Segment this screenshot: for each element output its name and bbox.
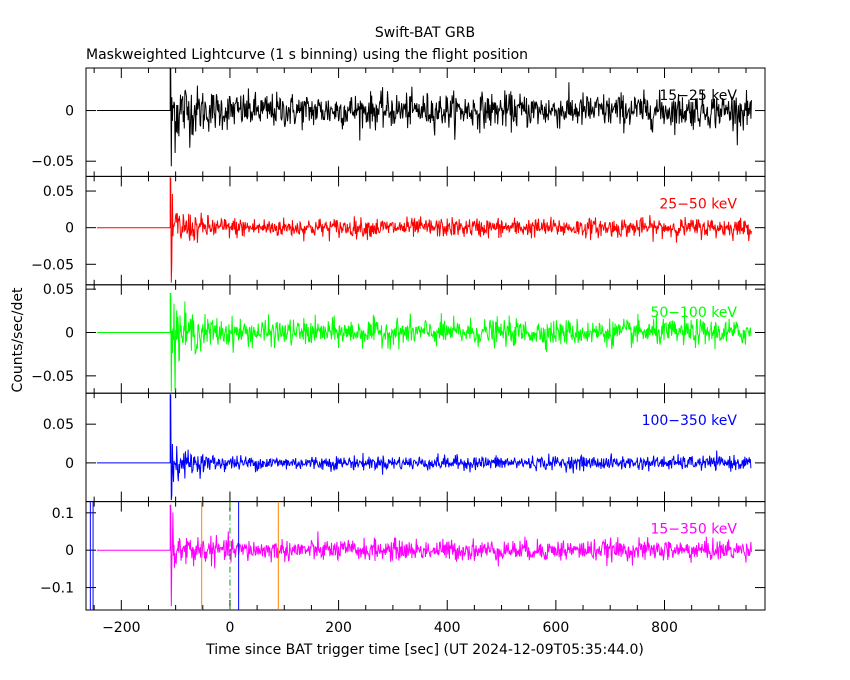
x-tick-label: 0 [225, 620, 234, 636]
y-tick-label: 0.05 [43, 184, 74, 200]
y-tick-label: 0.1 [52, 506, 74, 522]
band-label: 100−350 keV [642, 413, 738, 429]
panel-frame [85, 501, 766, 611]
panel-frame [85, 67, 766, 177]
lightcurve-trace [96, 293, 752, 392]
panel-3: 0 0.05 100−350 keV [43, 392, 766, 503]
lightcurve-trace [96, 394, 752, 501]
x-tick-label: −200 [102, 620, 140, 636]
y-tick-label: 0 [65, 104, 74, 120]
lightcurve-trace [96, 177, 752, 283]
chart-title: Swift-BAT GRB [375, 25, 475, 41]
panel-4: −0.1 0 0.1 15−350 keV [40, 501, 766, 611]
panel-0: −0.05 0 15−25 keV [31, 67, 766, 177]
y-tick-label: 0 [65, 543, 74, 559]
y-tick-label: 0 [65, 221, 74, 237]
x-tick-label: 200 [325, 620, 352, 636]
y-tick-label: −0.05 [31, 257, 74, 273]
band-label: 15−25 keV [659, 88, 737, 104]
y-axis-label: Counts/sec/det [10, 287, 26, 392]
band-label: 15−350 keV [650, 522, 737, 538]
y-tick-label: 0 [65, 325, 74, 341]
y-tick-label: 0 [65, 456, 74, 472]
panel-frame [85, 392, 766, 503]
lightcurve-trace [96, 504, 752, 607]
y-tick-label: −0.05 [31, 369, 74, 385]
y-tick-label: −0.05 [31, 154, 74, 170]
chart-subtitle: Maskweighted Lightcurve (1 s binning) us… [86, 47, 528, 63]
panel-frame [85, 284, 766, 394]
x-tick-label: 800 [651, 620, 678, 636]
x-tick-label: 400 [434, 620, 461, 636]
x-tick-label: 600 [543, 620, 570, 636]
x-axis-label: Time since BAT trigger time [sec] (UT 20… [205, 642, 644, 658]
panel-1: −0.05 0 0.05 25−50 keV [31, 175, 766, 286]
y-tick-label: 0.05 [43, 282, 74, 298]
y-tick-label: −0.1 [40, 581, 74, 597]
band-label: 50−100 keV [650, 305, 737, 321]
panels-group: −0.05 0 15−25 keV −0.05 0 0.05 25−50 keV −0.05 0… [31, 67, 766, 636]
lightcurve-trace [96, 68, 752, 167]
y-tick-label: 0.05 [43, 417, 74, 433]
band-label: 25−50 keV [659, 196, 737, 212]
panel-2: −0.05 0 0.05 50−100 keV [31, 282, 766, 394]
